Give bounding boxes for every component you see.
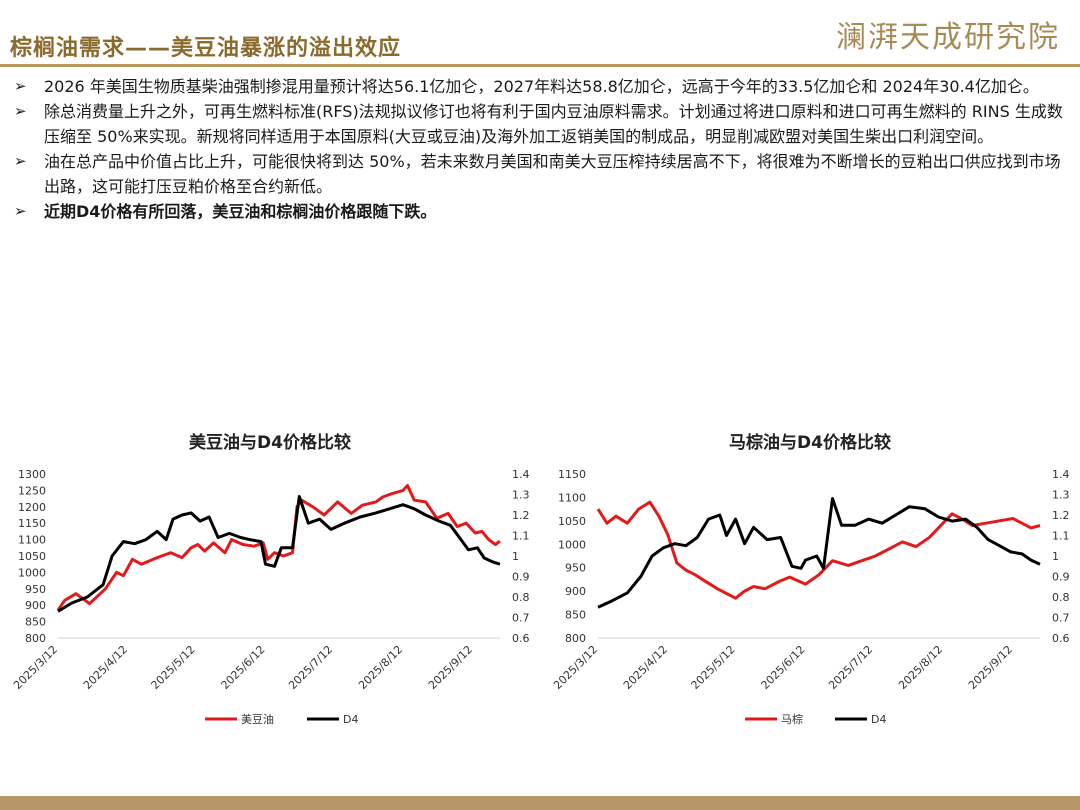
header-divider [0, 64, 1080, 67]
y-left-tick-label: 850 [565, 609, 586, 622]
y-right-tick-label: 0.7 [512, 612, 530, 625]
footer-bar [0, 796, 1080, 810]
y-right-tick-label: 1.2 [1052, 509, 1070, 522]
y-right-tick-label: 1 [512, 550, 519, 563]
series-line-price [596, 500, 1041, 600]
bullet-list: ➢ 2026 年美国生物质基柴油强制掺混用量预计将达56.1亿加仑，2027年料… [14, 74, 1064, 224]
y-right-tick-label: 0.7 [1052, 612, 1070, 625]
x-tick-label: 2025/8/12 [356, 643, 405, 692]
x-tick-label: 2025/5/12 [689, 643, 738, 692]
bullet-text: 近期D4价格有所回落，美豆油和棕榈油价格跟随下跌。 [44, 202, 437, 221]
y-right-tick-label: 1.3 [512, 489, 530, 502]
bullet-item: ➢ 除总消费量上升之外，可再生燃料标准(RFS)法规拟议修订也将有利于国内豆油原… [14, 99, 1064, 149]
x-tick-label: 2025/8/12 [896, 643, 945, 692]
y-left-tick-label: 800 [565, 632, 586, 645]
x-tick-label: 2025/4/12 [81, 643, 130, 692]
x-tick-label: 2025/9/12 [966, 643, 1015, 692]
y-right-tick-label: 0.6 [512, 632, 530, 645]
bullet-text: 除总消费量上升之外，可再生燃料标准(RFS)法规拟议修订也将有利于国内豆油原料需… [44, 102, 1063, 146]
legend-label: 马棕 [781, 712, 803, 726]
y-left-tick-label: 900 [565, 585, 586, 598]
legend-label: D4 [871, 713, 886, 726]
y-left-tick-label: 950 [25, 583, 46, 596]
y-left-tick-label: 1050 [18, 550, 46, 563]
y-right-tick-label: 1.2 [512, 509, 530, 522]
page-title: 棕榈油需求——美豆油暴涨的溢出效应 [10, 36, 402, 61]
y-right-tick-label: 1.4 [512, 468, 530, 481]
bullet-item: ➢ 2026 年美国生物质基柴油强制掺混用量预计将达56.1亿加仑，2027年料… [14, 74, 1064, 99]
bullet-text: 2026 年美国生物质基柴油强制掺混用量预计将达56.1亿加仑，2027年料达5… [44, 77, 1039, 96]
y-right-tick-label: 1.3 [1052, 489, 1070, 502]
bullet-text: 油在总产品中价值占比上升，可能很快将到达 50%，若未来数月美国和南美大豆压榨持… [44, 152, 1061, 196]
legend-label: 美豆油 [241, 712, 274, 726]
x-tick-label: 2025/4/12 [621, 643, 670, 692]
y-right-tick-label: 1.4 [1052, 468, 1070, 481]
y-left-tick-label: 1300 [18, 468, 46, 481]
x-tick-label: 2025/7/12 [286, 643, 335, 692]
slide-header: 棕榈油需求——美豆油暴涨的溢出效应 澜湃天成研究院 [0, 0, 1080, 64]
y-left-tick-label: 1150 [558, 468, 586, 481]
y-left-tick-label: 900 [25, 599, 46, 612]
chart-title-palm: 马棕油与D4价格比较 [729, 433, 891, 453]
y-left-tick-label: 1200 [18, 501, 46, 514]
brand-logo: 澜湃天成研究院 [836, 20, 1060, 55]
y-right-tick-label: 0.9 [1052, 571, 1070, 584]
x-tick-label: 2025/6/12 [759, 643, 808, 692]
y-right-tick-label: 0.6 [1052, 632, 1070, 645]
bullet-arrow-icon: ➢ [14, 152, 27, 170]
y-left-tick-label: 1000 [18, 566, 46, 579]
x-tick-label: 2025/5/12 [149, 643, 198, 692]
x-tick-label: 2025/9/12 [426, 643, 475, 692]
bullet-arrow-icon: ➢ [14, 202, 27, 220]
chart-palm-vs-d4: 800 850 900 950 1000 1050 1100 1150 0.6 0.7 0.8 0.9… [551, 468, 1070, 726]
y-left-tick-label: 1100 [18, 534, 46, 547]
bullet-item: ➢ 近期D4价格有所回落，美豆油和棕榈油价格跟随下跌。 [14, 199, 1064, 224]
y-left-tick-label: 1000 [558, 538, 586, 551]
chart-title-soyoil: 美豆油与D4价格比较 [189, 433, 351, 453]
x-tick-label: 2025/7/12 [826, 643, 875, 692]
chart-soyoil-vs-d4: 800 850 900 950 1000 1050 1100 1150 1200 1250 1300… [11, 468, 530, 726]
y-right-tick-label: 1.1 [512, 530, 530, 543]
legend-label: D4 [343, 713, 358, 726]
bullet-arrow-icon: ➢ [14, 102, 27, 120]
y-left-tick-label: 1100 [558, 491, 586, 504]
y-left-tick-label: 800 [25, 632, 46, 645]
y-left-tick-label: 950 [565, 562, 586, 575]
x-tick-label: 2025/3/12 [551, 643, 600, 692]
series-line-price [56, 484, 501, 611]
y-left-tick-label: 850 [25, 616, 46, 629]
y-left-tick-label: 1150 [18, 517, 46, 530]
x-tick-label: 2025/3/12 [11, 643, 60, 692]
y-right-tick-label: 0.8 [512, 591, 530, 604]
y-left-tick-label: 1250 [18, 484, 46, 497]
y-right-tick-label: 1.1 [1052, 530, 1070, 543]
bullet-item: ➢ 油在总产品中价值占比上升，可能很快将到达 50%，若未来数月美国和南美大豆压… [14, 149, 1064, 199]
series-line-d4 [57, 495, 501, 613]
y-right-tick-label: 0.8 [1052, 591, 1070, 604]
y-left-tick-label: 1050 [558, 515, 586, 528]
y-right-tick-label: 1 [1052, 550, 1059, 563]
series-line-d4 [597, 497, 1041, 609]
y-right-tick-label: 0.9 [512, 571, 530, 584]
bullet-arrow-icon: ➢ [14, 77, 27, 95]
x-tick-label: 2025/6/12 [219, 643, 268, 692]
